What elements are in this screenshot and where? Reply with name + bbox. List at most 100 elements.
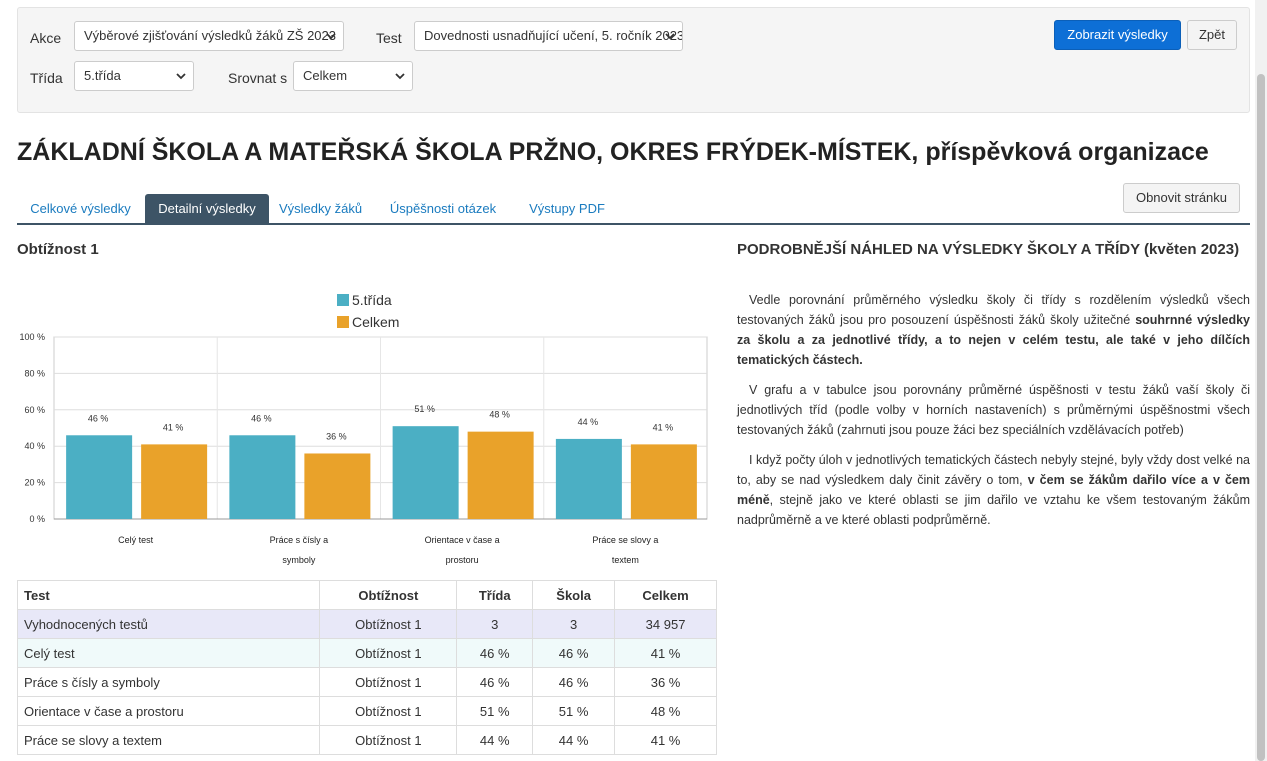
table-cell: 41 % xyxy=(614,638,717,668)
table-cell: Práce se slovy a textem xyxy=(16,725,321,755)
trida-select[interactable]: 5.třída xyxy=(74,61,194,91)
data-label: 41 % xyxy=(653,422,674,432)
y-tick-label: 100 % xyxy=(19,332,45,342)
table-cell: Obtížnost 1 xyxy=(319,667,458,697)
paragraph-3: I když počty úloh v jednotlivých tematic… xyxy=(737,450,1250,530)
results-table: Test Obtížnost Třída Škola Celkem Vyhodn… xyxy=(16,580,717,755)
akce-select[interactable]: Výběrové zjišťování výsledků žáků ZŠ 202… xyxy=(74,21,344,51)
tab-celkove-vysledky[interactable]: Celkové výsledky xyxy=(30,201,131,216)
data-label: 41 % xyxy=(163,422,184,432)
column-header-celkem: Celkem xyxy=(614,580,717,610)
x-tick-label: symboly xyxy=(282,555,316,565)
table-cell: Obtížnost 1 xyxy=(319,638,458,668)
paragraph-3-tail: , stejně jako ve které oblasti se jim da… xyxy=(737,493,1250,527)
bar xyxy=(392,426,459,519)
legend-label: 5.třída xyxy=(352,292,392,308)
chevron-down-icon xyxy=(395,73,405,80)
x-tick-label: textem xyxy=(612,555,639,565)
tab-detailni-vysledky[interactable]: Detailní výsledky xyxy=(145,194,269,224)
scrollbar-thumb[interactable] xyxy=(1257,74,1265,761)
tab-vystupy-pdf[interactable]: Výstupy PDF xyxy=(529,201,605,216)
x-tick-label: Práce se slovy a xyxy=(592,535,658,545)
table-row: Celý test Obtížnost 1 46 % 46 % 41 % xyxy=(16,638,717,668)
chevron-down-icon xyxy=(665,33,675,40)
filter-panel: Akce Výběrové zjišťování výsledků žáků Z… xyxy=(17,7,1250,113)
table-row: Práce s čísly a symboly Obtížnost 1 46 %… xyxy=(16,667,717,697)
table-cell: 46 % xyxy=(532,667,616,697)
table-cell: 44 % xyxy=(532,725,616,755)
legend-label: Celkem xyxy=(352,314,399,330)
show-results-button[interactable]: Zobrazit výsledky xyxy=(1054,20,1181,50)
table-row: Vyhodnocených testů Obtížnost 1 3 3 34 9… xyxy=(16,609,717,639)
back-button[interactable]: Zpět xyxy=(1187,20,1237,50)
table-cell: 41 % xyxy=(614,725,717,755)
tab-uspesnosti-otazek[interactable]: Úspěšnosti otázek xyxy=(389,201,497,216)
table-cell: 44 % xyxy=(456,725,534,755)
table-row: Práce se slovy a textem Obtížnost 1 44 %… xyxy=(16,725,717,755)
table-cell: Orientace v čase a prostoru xyxy=(16,696,321,726)
bar xyxy=(304,453,371,519)
table-cell: 36 % xyxy=(614,667,717,697)
table-header-row: Test Obtížnost Třída Škola Celkem xyxy=(16,580,717,610)
bar xyxy=(630,444,697,519)
x-tick-label: prostoru xyxy=(446,555,479,565)
results-bar-chart: 0 % 20 % 40 % 60 % 80 % 100 % 46 % 46 % 51 % 44 %… xyxy=(19,292,708,565)
data-label: 44 % xyxy=(578,417,599,427)
y-tick-label: 40 % xyxy=(24,441,45,451)
srovnat-select[interactable]: Celkem xyxy=(293,61,413,91)
chevron-down-icon xyxy=(176,73,186,80)
section-title: Obtížnost 1 xyxy=(17,241,99,258)
tab-vysledky-zaku[interactable]: Výsledky žáků xyxy=(278,201,363,216)
trida-label: Třída xyxy=(30,70,63,86)
refresh-page-button[interactable]: Obnovit stránku xyxy=(1123,183,1240,213)
column-header-test: Test xyxy=(16,580,321,610)
test-select[interactable]: Dovednosti usnadňující učení, 5. ročník … xyxy=(414,21,683,51)
y-tick-label: 80 % xyxy=(24,368,45,378)
paragraph-3-bold: v čem se žákům dařilo více a v čem méně xyxy=(737,473,1250,507)
table-cell: 48 % xyxy=(614,696,717,726)
table-cell: Obtížnost 1 xyxy=(319,725,458,755)
data-label: 46 % xyxy=(251,413,272,423)
table-row: Orientace v čase a prostoru Obtížnost 1 … xyxy=(16,696,717,726)
bar xyxy=(467,431,534,519)
table-cell: 34 957 xyxy=(614,609,717,639)
table-cell: Obtížnost 1 xyxy=(319,609,458,639)
chevron-down-icon xyxy=(326,33,336,40)
page-scrollbar[interactable] xyxy=(1255,0,1267,761)
table-cell: Práce s čísly a symboly xyxy=(16,667,321,697)
table-cell: 51 % xyxy=(456,696,534,726)
table-cell: Obtížnost 1 xyxy=(319,696,458,726)
y-tick-label: 60 % xyxy=(24,405,45,415)
table-cell: 46 % xyxy=(456,638,534,668)
data-label: 51 % xyxy=(414,404,435,414)
data-label: 48 % xyxy=(489,410,510,420)
x-tick-label: Práce s čísly a xyxy=(270,535,329,545)
bar xyxy=(141,444,208,519)
x-tick-label: Orientace v čase a xyxy=(425,535,500,545)
data-label: 46 % xyxy=(88,413,109,423)
table-cell: 3 xyxy=(532,609,616,639)
table-cell: Vyhodnocených testů xyxy=(16,609,321,639)
table-cell: Celý test xyxy=(16,638,321,668)
legend-swatch xyxy=(337,316,349,328)
bar xyxy=(66,435,133,519)
column-header-skola: Škola xyxy=(532,580,616,610)
table-cell: 46 % xyxy=(456,667,534,697)
column-header-obtiznost: Obtížnost xyxy=(319,580,458,610)
test-label: Test xyxy=(376,30,402,46)
tabs-underline xyxy=(17,223,1250,225)
legend-swatch xyxy=(337,294,349,306)
paragraph-2-text: V grafu a v tabulce jsou porovnány průmě… xyxy=(737,383,1250,437)
y-tick-label: 0 % xyxy=(29,514,45,524)
detail-heading: PODROBNĚJŠÍ NÁHLED NA VÝSLEDKY ŠKOLY A T… xyxy=(737,241,1240,258)
paragraph-1: Vedle porovnání průměrného výsledku škol… xyxy=(737,290,1250,370)
data-label: 36 % xyxy=(326,431,347,441)
paragraph-1-bold: souhrnné výsledky za školu a za jednotli… xyxy=(737,313,1250,367)
test-select-value: Dovednosti usnadňující učení, 5. ročník … xyxy=(424,28,683,43)
bar xyxy=(555,438,622,519)
srovnat-label: Srovnat s xyxy=(228,70,288,86)
y-tick-label: 20 % xyxy=(24,478,45,488)
paragraph-1-text: Vedle porovnání průměrného výsledku škol… xyxy=(737,293,1250,327)
akce-label: Akce xyxy=(30,30,62,46)
table-cell: 46 % xyxy=(532,638,616,668)
